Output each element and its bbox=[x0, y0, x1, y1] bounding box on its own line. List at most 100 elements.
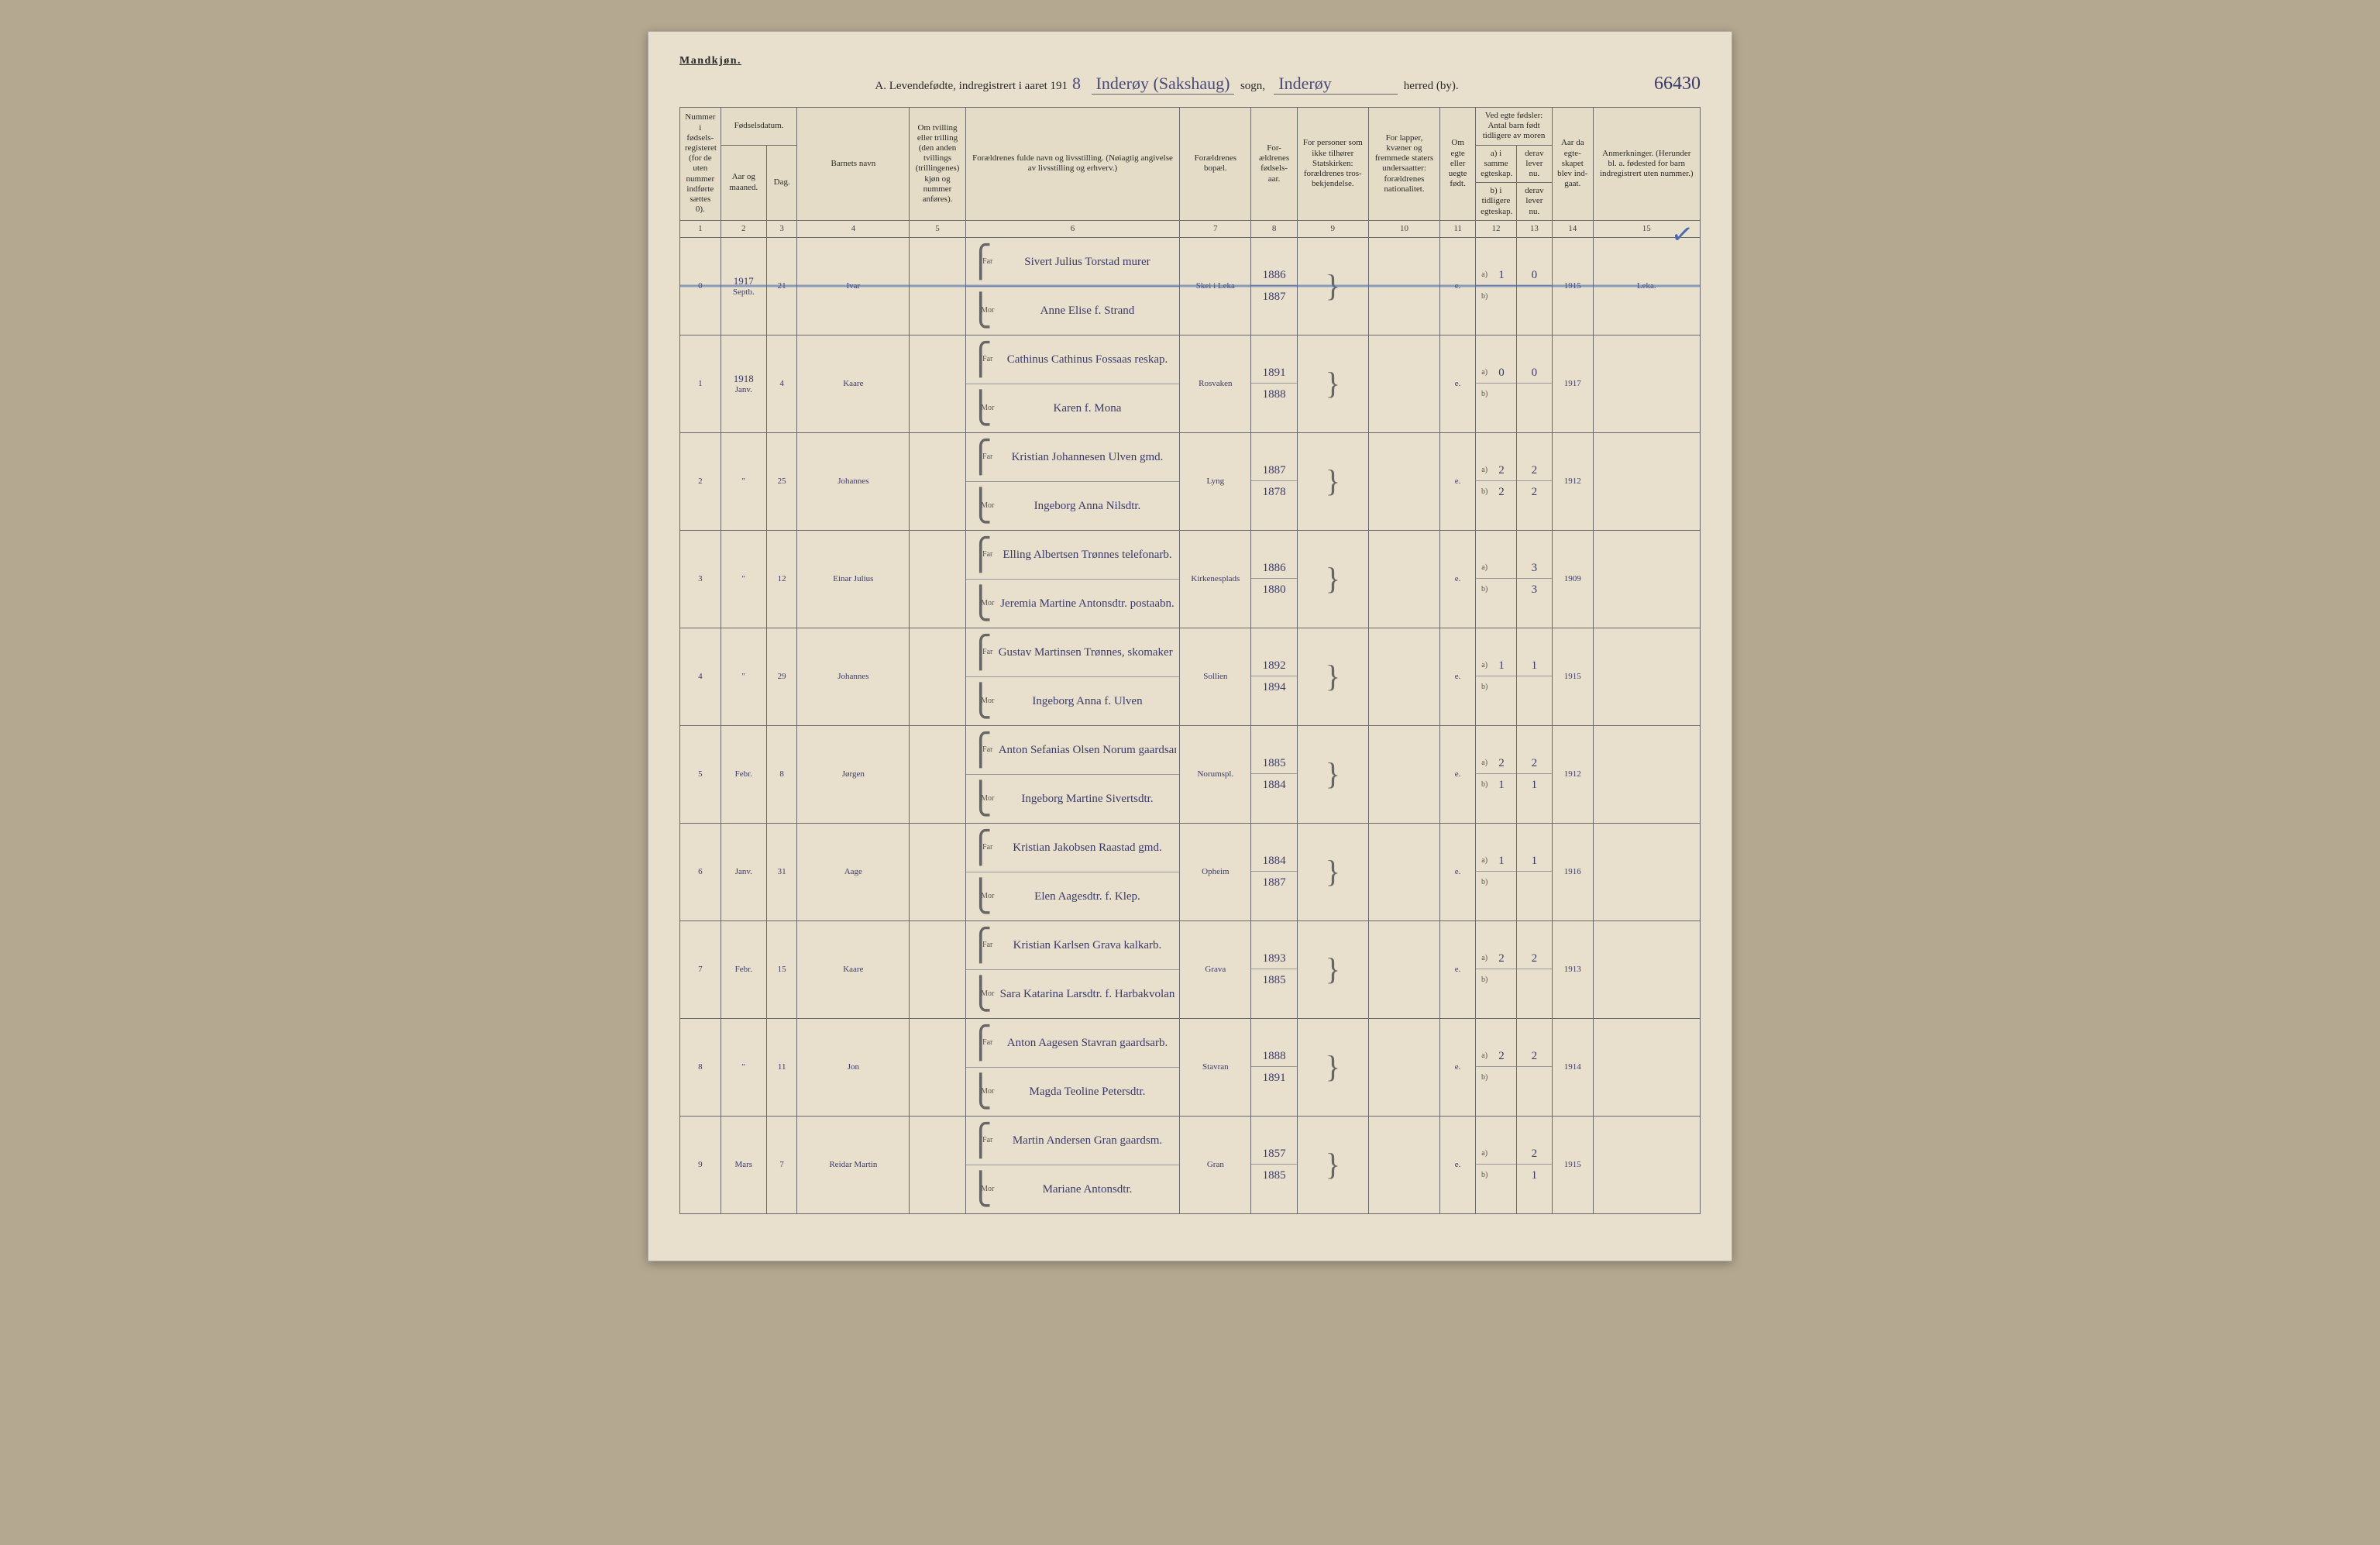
hdr-c12-group: Ved egte fødsler: Antal barn født tidlig… bbox=[1476, 108, 1553, 146]
cell-nationality bbox=[1368, 1018, 1439, 1116]
cell-count-same: a)2 b)1 bbox=[1476, 725, 1517, 823]
cell-parents: ⎧FarMartin Andersen Gran gaardsm. ⎩MorMa… bbox=[965, 1116, 1180, 1213]
cell-marriage-year: 1916 bbox=[1552, 823, 1593, 920]
cell-confession: } bbox=[1297, 1116, 1368, 1213]
cell-parents: ⎧FarKristian Jakobsen Raastad gmd. ⎩MorE… bbox=[965, 823, 1180, 920]
cell-num: 9 bbox=[680, 1116, 721, 1213]
column-number-row: 1 2 3 4 5 6 7 8 9 10 11 12 13 14 15 bbox=[680, 220, 1701, 237]
hdr-c4: Barnets navn bbox=[797, 108, 910, 221]
cell-marriage-year: 1913 bbox=[1552, 920, 1593, 1018]
cell-num: 4 bbox=[680, 628, 721, 725]
hdr-c2: Aar og maaned. bbox=[721, 145, 766, 220]
cell-twin bbox=[910, 920, 965, 1018]
cell-day: 4 bbox=[766, 335, 797, 432]
cell-egte: e. bbox=[1440, 335, 1476, 432]
cell-twin bbox=[910, 725, 965, 823]
cell-count-same: a)2 b) bbox=[1476, 920, 1517, 1018]
cell-count-same: a)0 b) bbox=[1476, 335, 1517, 432]
cell-residence: Kirkenesplads bbox=[1180, 530, 1251, 628]
cell-remarks bbox=[1593, 920, 1700, 1018]
cell-birth-years: 18871878 bbox=[1251, 432, 1297, 530]
gender-heading: Mandkjøn. bbox=[679, 55, 741, 67]
title-herred: Inderøy bbox=[1274, 74, 1398, 95]
cell-birth-years: 18921894 bbox=[1251, 628, 1297, 725]
cell-residence: Stavran bbox=[1180, 1018, 1251, 1116]
cell-remarks bbox=[1593, 1018, 1700, 1116]
cell-month: Mars bbox=[721, 1116, 766, 1213]
cell-remarks bbox=[1593, 1116, 1700, 1213]
cell-count-alive: 0 bbox=[1516, 237, 1552, 335]
cell-nationality bbox=[1368, 823, 1439, 920]
hdr-c1: Nummer i fødsels-registeret (for de uten… bbox=[680, 108, 721, 221]
cell-nationality bbox=[1368, 530, 1439, 628]
table-header: Nummer i fødsels-registeret (for de uten… bbox=[680, 108, 1701, 238]
cell-confession: } bbox=[1297, 530, 1368, 628]
cell-remarks bbox=[1593, 335, 1700, 432]
cell-count-same: a)1 b) bbox=[1476, 628, 1517, 725]
cell-num: 2 bbox=[680, 432, 721, 530]
cell-parents: ⎧FarElling Albertsen Trønnes telefonarb.… bbox=[965, 530, 1180, 628]
cell-day: 29 bbox=[766, 628, 797, 725]
cell-twin bbox=[910, 628, 965, 725]
cell-confession: } bbox=[1297, 823, 1368, 920]
hdr-c13b: derav lever nu. bbox=[1516, 183, 1552, 221]
cell-num: 0 bbox=[680, 237, 721, 335]
cell-count-alive: 2 1 bbox=[1516, 1116, 1552, 1213]
check-mark-icon: ✓ bbox=[1669, 218, 1695, 252]
table-row: 7 Febr. 15 Kaare ⎧FarKristian Karlsen Gr… bbox=[680, 920, 1701, 1018]
table-row: 5 Febr. 8 Jørgen ⎧FarAnton Sefanias Olse… bbox=[680, 725, 1701, 823]
cell-count-same: a)2 b)2 bbox=[1476, 432, 1517, 530]
cell-parents: ⎧FarAnton Aagesen Stavran gaardsarb. ⎩Mo… bbox=[965, 1018, 1180, 1116]
hdr-c6: Forældrenes fulde navn og livsstilling. … bbox=[965, 108, 1180, 221]
cell-count-same: a)1 b) bbox=[1476, 823, 1517, 920]
hdr-c3: Dag. bbox=[766, 145, 797, 220]
cell-twin bbox=[910, 823, 965, 920]
cell-confession: } bbox=[1297, 237, 1368, 335]
hdr-c15: Anmerkninger. (Herunder bl. a. fødested … bbox=[1593, 108, 1700, 221]
hdr-c11: Om egte eller uegte født. bbox=[1440, 108, 1476, 221]
cell-parents: ⎧FarKristian Karlsen Grava kalkarb. ⎩Mor… bbox=[965, 920, 1180, 1018]
title-herred-label: herred (by). bbox=[1404, 80, 1459, 92]
cell-num: 8 bbox=[680, 1018, 721, 1116]
cell-twin bbox=[910, 237, 965, 335]
cell-birth-years: 18841887 bbox=[1251, 823, 1297, 920]
hdr-c14: Aar da egte-skapet blev ind-gaat. bbox=[1552, 108, 1593, 221]
cell-nationality bbox=[1368, 920, 1439, 1018]
hdr-c7: Forældrenes bopæl. bbox=[1180, 108, 1251, 221]
cell-marriage-year: 1914 bbox=[1552, 1018, 1593, 1116]
cell-residence: Grava bbox=[1180, 920, 1251, 1018]
cell-marriage-year: 1915 bbox=[1552, 237, 1593, 335]
cell-month: " bbox=[721, 628, 766, 725]
cell-child-name: Jørgen bbox=[797, 725, 910, 823]
cell-month: 1917Septb. bbox=[721, 237, 766, 335]
cell-birth-years: 18911888 bbox=[1251, 335, 1297, 432]
cell-remarks: Leka. bbox=[1593, 237, 1700, 335]
cell-twin bbox=[910, 530, 965, 628]
cell-confession: } bbox=[1297, 920, 1368, 1018]
cell-confession: } bbox=[1297, 335, 1368, 432]
cell-nationality bbox=[1368, 432, 1439, 530]
cell-remarks bbox=[1593, 432, 1700, 530]
cell-count-same: a) b) bbox=[1476, 530, 1517, 628]
cell-egte: e. bbox=[1440, 530, 1476, 628]
register-page: Mandkjøn. A. Levendefødte, indregistrert… bbox=[648, 31, 1732, 1261]
title-sogn: Inderøy (Sakshaug) bbox=[1092, 74, 1235, 95]
cell-twin bbox=[910, 1018, 965, 1116]
cell-parents: ⎧FarSivert Julius Torstad murer ⎩MorAnne… bbox=[965, 237, 1180, 335]
cell-count-same: a)2 b) bbox=[1476, 1018, 1517, 1116]
cell-month: Febr. bbox=[721, 920, 766, 1018]
cell-count-alive: 2 bbox=[1516, 920, 1552, 1018]
cell-child-name: Ivar bbox=[797, 237, 910, 335]
cell-parents: ⎧FarCathinus Cathinus Fossaas reskap. ⎩M… bbox=[965, 335, 1180, 432]
cell-marriage-year: 1915 bbox=[1552, 628, 1593, 725]
cell-residence: Opheim bbox=[1180, 823, 1251, 920]
cell-marriage-year: 1912 bbox=[1552, 725, 1593, 823]
cell-birth-years: 18571885 bbox=[1251, 1116, 1297, 1213]
cell-egte: e. bbox=[1440, 725, 1476, 823]
cell-child-name: Reidar Martin bbox=[797, 1116, 910, 1213]
cell-egte: e. bbox=[1440, 432, 1476, 530]
cell-birth-years: 18931885 bbox=[1251, 920, 1297, 1018]
cell-remarks bbox=[1593, 823, 1700, 920]
cell-residence: Gran bbox=[1180, 1116, 1251, 1213]
cell-count-alive: 3 3 bbox=[1516, 530, 1552, 628]
